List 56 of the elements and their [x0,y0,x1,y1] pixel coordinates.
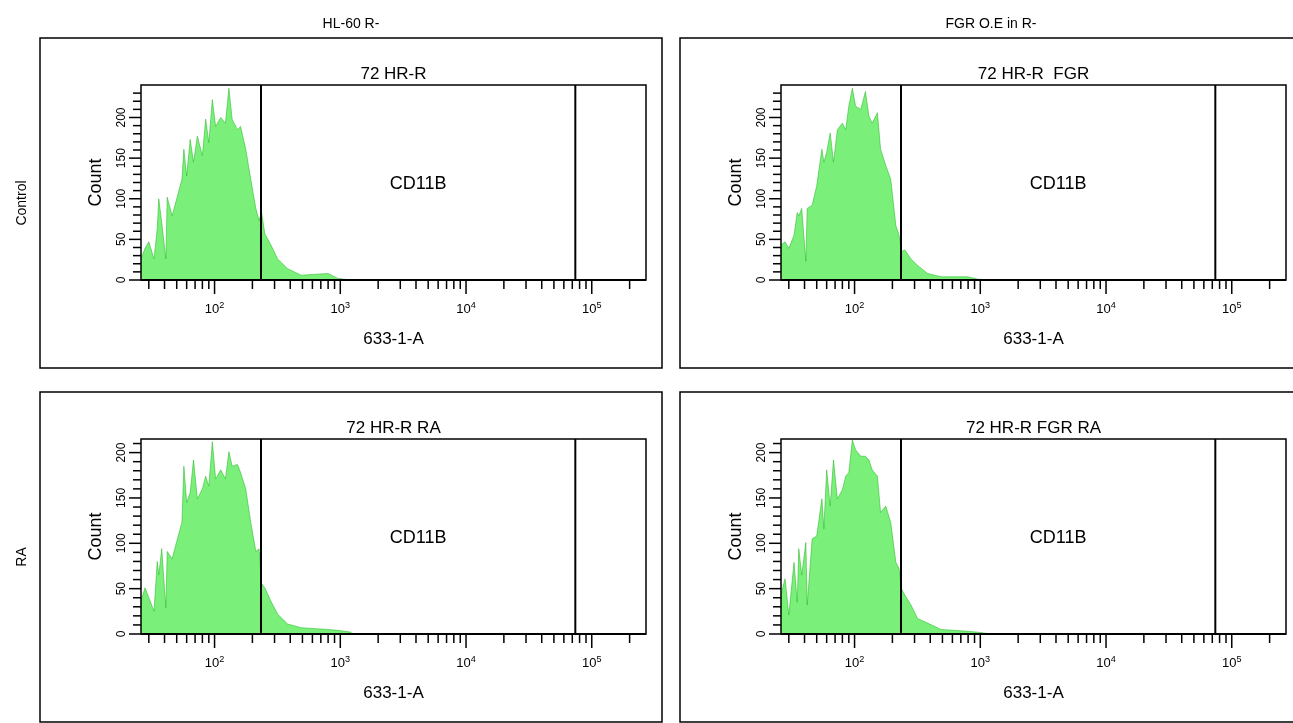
x-tick-label: 10$^{3}$ [330,300,351,316]
annotation: CD11B [1029,526,1087,547]
chart-title: 72 HR-R RA [346,418,442,437]
y-tick-label: 150 [754,487,768,508]
x-tick-label: 10$^{2}$ [204,300,225,316]
text: FGR O.E in R- [945,15,1037,31]
x-axis-title: 633-1-A [1003,329,1065,348]
y-axis-title: Count [85,158,105,207]
x-tick-label: 10$^{3}$ [970,654,991,670]
x-tick-label: 10$^{2}$ [204,654,225,670]
x-tick-label: 10$^{4}$ [456,300,476,316]
x-tick-label: 10$^{4}$ [1096,300,1116,316]
y-tick-label: 0 [754,276,768,284]
text: HL-60 R- [322,15,380,31]
annotation: CD11B [1029,172,1087,193]
y-tick-label: 50 [114,581,128,596]
x-tick-label: 10$^{5}$ [1222,300,1242,316]
x-tick-label: 10$^{2}$ [844,654,865,670]
y-axis-title: Count [725,512,745,561]
chart-title: 72 HR-R FGR [977,64,1090,83]
y-tick-label: 50 [754,232,768,247]
x-axis-title: 633-1-A [1003,683,1065,702]
x-tick-label: 10$^{5}$ [582,654,602,670]
y-tick-label: 200 [754,107,768,128]
y-tick-label: 100 [754,188,768,209]
text: RA [13,546,29,567]
x-tick-label: 10$^{5}$ [1222,654,1242,670]
y-tick-label: 150 [754,147,768,169]
text: Control [13,180,29,226]
x-tick-label: 10$^{5}$ [582,300,602,316]
x-tick-label: 10$^{4}$ [456,654,476,670]
y-tick-label: 200 [114,442,128,463]
x-tick-label: 10$^{4}$ [1096,654,1116,670]
y-axis-title: Count [725,158,745,207]
chart-title: 72 HR-R FGR RA [965,418,1102,437]
y-axis-title: Count [85,512,105,561]
y-tick-label: 50 [114,232,128,247]
x-tick-label: 10$^{2}$ [844,300,865,316]
y-tick-label: 50 [754,581,768,596]
y-tick-label: 200 [754,442,768,463]
y-tick-label: 150 [114,487,128,508]
y-tick-label: 150 [114,147,128,169]
x-axis-title: 633-1-A [363,683,425,702]
annotation: CD11B [389,526,447,547]
y-tick-label: 0 [114,276,128,284]
annotation: CD11B [389,172,447,193]
y-tick-label: 0 [114,630,128,638]
x-tick-label: 10$^{3}$ [970,300,991,316]
x-tick-label: 10$^{3}$ [330,654,351,670]
y-tick-label: 200 [114,107,128,128]
y-tick-label: 100 [114,188,128,209]
x-axis-title: 633-1-A [363,329,425,348]
chart-title: 72 HR-R [360,64,427,83]
y-tick-label: 100 [754,532,768,554]
y-tick-label: 0 [754,630,768,638]
y-tick-label: 100 [114,532,128,554]
